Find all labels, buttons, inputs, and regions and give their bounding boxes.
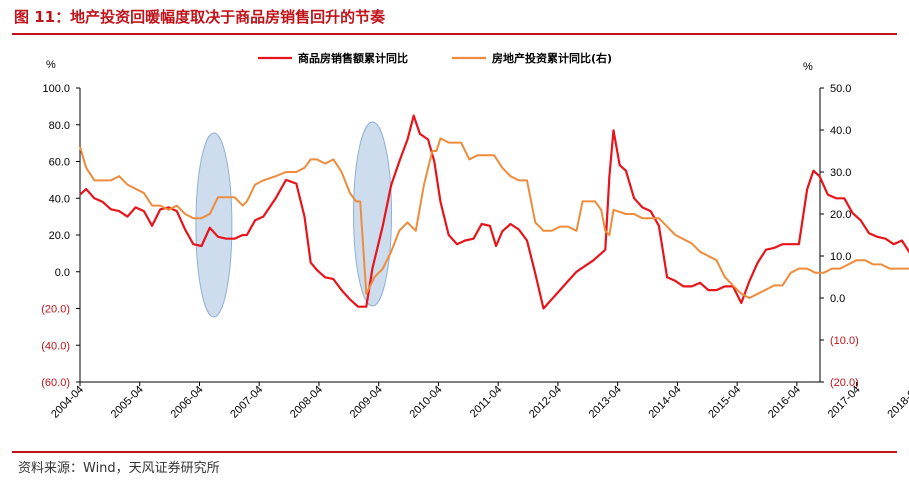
x-tick-label: 2006-04 (169, 384, 206, 421)
left-tick-label: (60.0) (41, 377, 70, 389)
x-tick-label: 2014-04 (646, 384, 683, 421)
series-lines (79, 114, 909, 310)
right-unit-label: % (803, 61, 813, 73)
right-tick-label: 30.0 (830, 167, 851, 179)
x-tick-label: 2010-04 (408, 384, 445, 421)
left-tick-label: 80.0 (49, 120, 70, 132)
x-tick-label: 2009-04 (348, 384, 385, 421)
footer-rule (12, 451, 897, 453)
chart-title: 图 11：地产投资回暖幅度取决于商品房销售回升的节奏 (14, 8, 386, 26)
x-tick-label: 2017-04 (826, 384, 863, 421)
x-tick-label: 2011-04 (468, 384, 504, 420)
left-unit-label: % (46, 59, 56, 71)
right-tick-label: 0.0 (830, 293, 845, 305)
right-tick-label: (20.0) (830, 377, 859, 389)
left-tick-label: 100.0 (42, 83, 70, 95)
x-tick-label: 2008-04 (288, 384, 325, 421)
highlight-ellipse (353, 121, 393, 307)
axis-ticks: % % 100.0 80.0 60.0 40.0 20.0 0.0 (20.0) (40.0) (6… (41, 59, 909, 421)
left-tick-label: (40.0) (41, 340, 70, 352)
right-tick-label: (10.0) (830, 335, 859, 347)
title-rule (12, 33, 897, 35)
left-tick-label: 20.0 (49, 230, 70, 242)
x-tick-label: 2015-04 (706, 384, 743, 421)
x-tick-label: 2005-04 (109, 384, 146, 421)
highlight-ellipse (195, 132, 233, 318)
left-tick-label: 0.0 (55, 267, 70, 279)
x-tick-label: 2013-04 (587, 384, 624, 421)
left-tick-label: 40.0 (49, 193, 70, 205)
legend: 商品房销售额累计同比 房地产投资累计同比(右) (258, 51, 612, 65)
x-tick-label: 2018-04 (885, 384, 909, 421)
highlight-ellipses (195, 121, 393, 318)
investment-series-line (79, 137, 909, 299)
right-tick-label: 10.0 (830, 251, 851, 263)
x-tick-label: 2007-04 (228, 384, 265, 421)
right-tick-label: 20.0 (830, 209, 851, 221)
legend-label: 房地产投资累计同比(右) (492, 51, 612, 65)
sales-series-line (79, 114, 909, 310)
left-tick-label: (20.0) (41, 304, 70, 316)
x-tick-label: 2004-04 (49, 384, 86, 421)
x-tick-label: 2016-04 (766, 384, 803, 421)
x-tick-label: 2012-04 (527, 384, 564, 421)
right-tick-label: 40.0 (830, 125, 851, 137)
source-note: 资料来源：Wind，天风证券研究所 (18, 461, 220, 476)
legend-label: 商品房销售额累计同比 (298, 51, 408, 65)
right-tick-label: 50.0 (830, 83, 851, 95)
left-tick-label: 60.0 (49, 157, 70, 169)
